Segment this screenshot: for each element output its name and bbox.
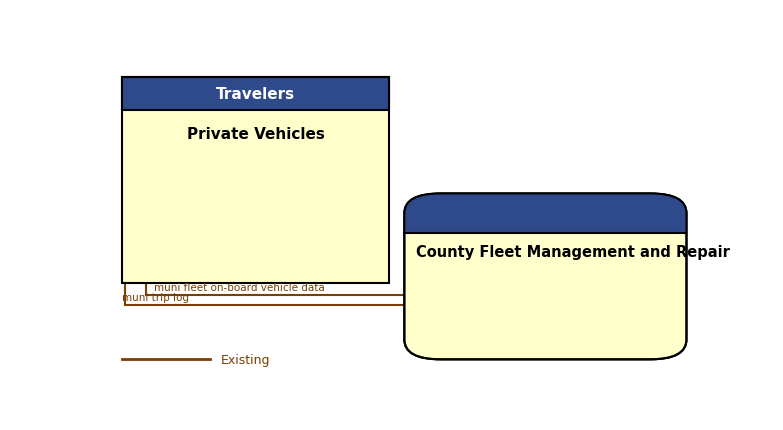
Text: County Fleet Management and Repair: County Fleet Management and Repair: [417, 244, 731, 259]
FancyBboxPatch shape: [404, 194, 687, 359]
Text: muni trip log: muni trip log: [122, 292, 189, 303]
FancyBboxPatch shape: [122, 78, 389, 111]
Text: muni fleet on-board vehicle data: muni fleet on-board vehicle data: [153, 283, 324, 292]
Text: Travelers: Travelers: [216, 87, 295, 102]
FancyBboxPatch shape: [404, 194, 687, 233]
FancyBboxPatch shape: [122, 78, 389, 283]
Text: Existing: Existing: [221, 353, 271, 366]
FancyBboxPatch shape: [405, 212, 686, 233]
Text: Private Vehicles: Private Vehicles: [186, 127, 325, 142]
